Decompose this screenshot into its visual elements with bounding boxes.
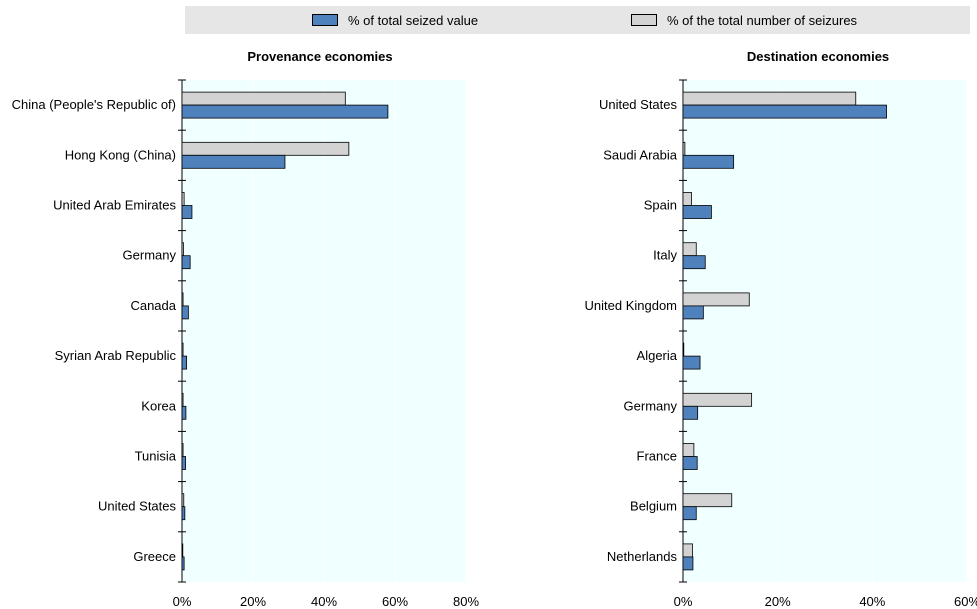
provenance-xtick-label: 20%	[240, 594, 266, 609]
destination-bar-value	[682, 305, 704, 320]
legend-label-count: % of the total number of seizures	[667, 12, 858, 28]
destination-category-label: Algeria	[637, 348, 678, 363]
provenance-category-label: United States	[98, 499, 177, 514]
destination-bar-count	[682, 292, 750, 307]
provenance-bar-count	[181, 543, 184, 558]
provenance-bar-count	[181, 141, 350, 156]
provenance-bar-count	[181, 493, 185, 508]
provenance-bar-value	[181, 205, 193, 219]
provenance-xtick-label: 0%	[173, 594, 192, 609]
destination-category-label: Saudi Arabia	[603, 147, 677, 162]
provenance-category-label: Tunisia	[135, 449, 177, 464]
provenance-bar-value	[181, 154, 286, 169]
destination-xtick-label: 40%	[859, 594, 885, 609]
destination-xtick-label: 20%	[765, 594, 791, 609]
destination-bar-value	[682, 355, 701, 370]
destination-category-label: Italy	[653, 248, 677, 263]
provenance-bar-value	[181, 506, 186, 521]
destination-bar-value	[682, 506, 697, 521]
destination-bar-value	[682, 255, 706, 270]
destination-bar-value	[682, 104, 887, 119]
provenance-bar-count	[181, 392, 184, 407]
provenance-category-label: Canada	[130, 298, 176, 313]
destination-category-label: United States	[599, 97, 678, 112]
legend-item-count: % of the total number of seizures	[631, 6, 857, 34]
destination-category-label: Spain	[644, 198, 677, 213]
provenance-category-label: Germany	[123, 248, 177, 263]
provenance-category-label: China (People's Republic of)	[12, 97, 176, 112]
destination-bar-count	[682, 192, 692, 206]
legend-label-value: % of total seized value	[348, 12, 479, 28]
provenance-bar-count	[181, 91, 346, 106]
destination-bar-count	[682, 342, 685, 357]
provenance-category-label: Greece	[133, 549, 176, 564]
destination-bar-count	[682, 242, 697, 257]
destination-category-label: France	[637, 449, 677, 464]
destination-category-label: United Kingdom	[585, 298, 678, 313]
provenance-bar-value	[181, 255, 191, 270]
provenance-bar-value	[181, 104, 389, 119]
destination-bar-value	[682, 556, 694, 571]
destination-bar-value	[682, 154, 735, 169]
destination-bar-count	[682, 141, 686, 156]
provenance-bar-value	[181, 405, 187, 420]
destination-title: Destination economies	[747, 49, 889, 64]
provenance-bar-count	[181, 443, 184, 457]
destination-category-label: Netherlands	[607, 549, 678, 564]
destination-xtick-label: 60%	[954, 594, 977, 609]
provenance-bar-value	[181, 456, 186, 470]
provenance-xtick-label: 80%	[453, 594, 479, 609]
destination-bar-count	[682, 543, 693, 558]
legend: % of total seized value % of the total n…	[185, 6, 970, 34]
legend-item-value: % of total seized value	[312, 6, 478, 34]
provenance-category-label: Syrian Arab Republic	[55, 348, 177, 363]
destination-category-label: Belgium	[630, 499, 677, 514]
destination-bar-value	[682, 456, 698, 470]
provenance-bar-count	[181, 242, 184, 257]
legend-swatch-count	[631, 14, 657, 26]
legend-swatch-value	[312, 14, 338, 26]
provenance-bar-value	[181, 355, 188, 370]
destination-category-label: Germany	[624, 398, 678, 413]
destination-bar-count	[682, 493, 733, 508]
provenance-bar-count	[181, 192, 185, 206]
provenance-bar-value	[181, 305, 189, 320]
provenance-xtick-label: 40%	[311, 594, 337, 609]
provenance-title: Provenance economies	[247, 49, 392, 64]
provenance-xtick-label: 60%	[382, 594, 408, 609]
provenance-bar-count	[181, 292, 184, 307]
provenance-category-label: Hong Kong (China)	[65, 147, 176, 162]
destination-bar-value	[682, 405, 699, 420]
destination-bar-count	[682, 392, 753, 407]
destination-xtick-label: 0%	[674, 594, 693, 609]
destination-bar-count	[682, 443, 695, 457]
destination-bar-count	[682, 91, 857, 106]
provenance-category-label: United Arab Emirates	[53, 198, 176, 213]
destination-bar-value	[682, 205, 712, 219]
provenance-bar-count	[181, 342, 184, 357]
provenance-category-label: Korea	[141, 398, 176, 413]
provenance-bar-value	[181, 556, 185, 571]
